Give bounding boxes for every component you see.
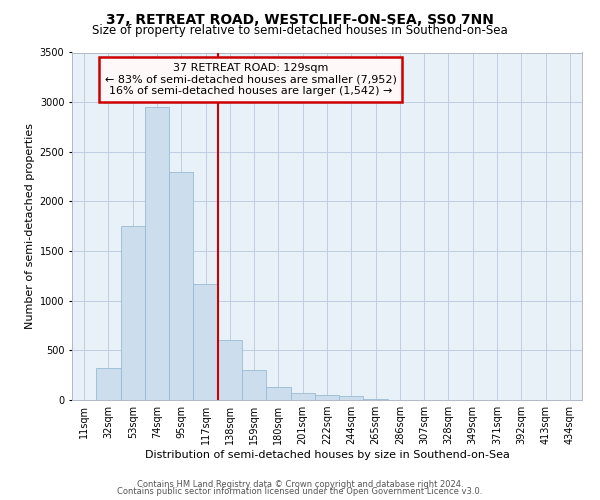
Text: Size of property relative to semi-detached houses in Southend-on-Sea: Size of property relative to semi-detach… [92,24,508,37]
Bar [242,370,266,400]
Text: Contains public sector information licensed under the Open Government Licence v3: Contains public sector information licen… [118,487,482,496]
Bar [218,340,242,400]
Bar [266,387,290,400]
Bar [315,395,339,400]
Y-axis label: Number of semi-detached properties: Number of semi-detached properties [25,123,35,329]
Bar [96,368,121,400]
Text: 37 RETREAT ROAD: 129sqm
← 83% of semi-detached houses are smaller (7,952)
16% of: 37 RETREAT ROAD: 129sqm ← 83% of semi-de… [104,63,397,96]
Bar [339,396,364,400]
Text: 37, RETREAT ROAD, WESTCLIFF-ON-SEA, SS0 7NN: 37, RETREAT ROAD, WESTCLIFF-ON-SEA, SS0 … [106,12,494,26]
Text: Contains HM Land Registry data © Crown copyright and database right 2024.: Contains HM Land Registry data © Crown c… [137,480,463,489]
X-axis label: Distribution of semi-detached houses by size in Southend-on-Sea: Distribution of semi-detached houses by … [145,450,509,460]
Bar [169,172,193,400]
Bar [364,399,388,400]
Bar [290,393,315,400]
Bar [145,107,169,400]
Bar [193,284,218,400]
Bar [121,226,145,400]
